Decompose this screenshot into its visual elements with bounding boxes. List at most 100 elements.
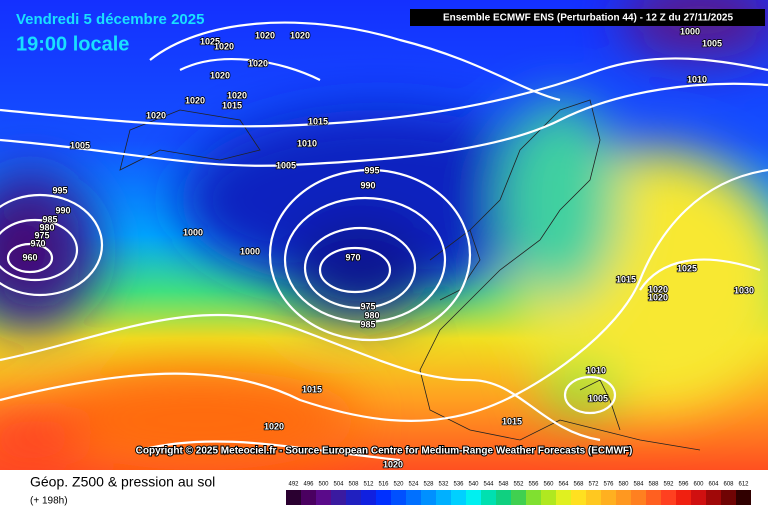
isobar-label: 1020 [210,70,230,80]
isobar-label: 1000 [240,246,260,256]
legend-label: 516 [378,482,389,488]
legend-swatch [466,490,481,505]
legend-swatch [616,490,631,505]
isobar-label: 1000 [680,26,700,36]
isobar-label: 985 [360,319,375,329]
isobar-label: 975 [34,230,49,240]
copyright: Copyright © 2025 Meteociel.fr - Source E… [136,446,633,457]
legend-swatch [541,490,556,505]
legend-label: 596 [678,482,689,488]
isobar-label: 1025 [677,263,697,273]
field [0,0,768,470]
isobar-label: 1025 [200,36,220,46]
legend-swatch [526,490,541,505]
isobar-label: 1000 [183,227,203,237]
legend-label: 564 [558,482,569,488]
isobar-label: 970 [345,252,360,262]
legend-label: 540 [468,482,479,488]
legend-label: 512 [363,482,374,488]
legend-label: 524 [408,482,419,488]
legend-label: 608 [723,482,734,488]
isobar-label: 1020 [146,110,166,120]
legend-label: 544 [483,482,494,488]
isobar-label: 985 [42,214,57,224]
isobar-label: 1020 [214,41,234,51]
isobar-label: 1020 [383,459,403,469]
isobar-label: 1015 [502,416,522,426]
model-info: Ensemble ECMWF ENS (Perturbation 44) - 1… [443,13,734,24]
legend-label: 520 [393,482,404,488]
legend-swatch [646,490,661,505]
legend-swatch [496,490,511,505]
isobar-label: 980 [39,222,54,232]
legend-label: 592 [663,482,674,488]
isobar-label: 995 [52,185,67,195]
isobar-label: 975 [360,301,375,311]
legend-label: 508 [348,482,359,488]
legend-label: 548 [498,482,509,488]
legend-label: 504 [333,482,344,488]
footer-title: Géop. Z500 & pression au sol [30,474,215,490]
isobar-label: 1020 [227,90,247,100]
coastlines [119,99,701,451]
legend-swatch [631,490,646,505]
legend-swatch [511,490,526,505]
legend-swatch [436,490,451,505]
legend-label: 604 [708,482,719,488]
isobar-label: 1015 [616,274,636,284]
legend-label: 496 [303,482,314,488]
legend-label: 536 [453,482,464,488]
legend-swatch [301,490,316,505]
legend-label: 560 [543,482,554,488]
isobar-label: 1010 [687,74,707,84]
legend-swatch [361,490,376,505]
isobar-label: 1020 [648,284,668,294]
legend-swatch [451,490,466,505]
legend-swatch [706,490,721,505]
legend-label: 492 [288,482,299,488]
legend-swatch [331,490,346,505]
legend-swatch [571,490,586,505]
isobar-label: 990 [55,205,70,215]
isobar-label: 960 [22,252,37,262]
forecast-date: Vendredi 5 décembre 2025 [16,11,204,28]
legend-swatch [481,490,496,505]
isobar-label: 1010 [586,365,606,375]
legend-swatch [556,490,571,505]
legend-label: 580 [618,482,629,488]
isobar-label: 1015 [302,384,322,394]
legend-swatch [286,490,301,505]
isobar-label: 1020 [255,30,275,40]
isobar-label: 970 [30,238,45,248]
forecast-time: 19:00 locale [16,33,129,55]
legend-label: 572 [588,482,599,488]
isobar-label: 1020 [290,30,310,40]
lead-time: (+ 198h) [30,496,68,507]
isobar-label: 1030 [734,285,754,295]
legend-swatch [421,490,436,505]
model-box [410,9,765,26]
legend: 492 496 500 504 508 512 516 520 524 528 532 536 540 5… [286,482,751,505]
isobar-label: 1015 [308,116,328,126]
isobar-label: 990 [360,180,375,190]
legend-swatch [736,490,751,505]
legend-swatch [376,490,391,505]
isobar-label: 1015 [222,100,242,110]
isobar-label: 1005 [702,38,722,48]
legend-label: 532 [438,482,449,488]
isobar-label: 1020 [648,292,668,302]
legend-swatch [601,490,616,505]
legend-swatch [676,490,691,505]
legend-label: 584 [633,482,644,488]
legend-label: 612 [738,482,749,488]
isobar-label: 995 [364,165,379,175]
legend-swatch [586,490,601,505]
legend-swatch [391,490,406,505]
legend-label: 500 [318,482,329,488]
isobar-label: 1020 [248,58,268,68]
legend-swatch [721,490,736,505]
legend-label: 588 [648,482,659,488]
legend-swatch [661,490,676,505]
